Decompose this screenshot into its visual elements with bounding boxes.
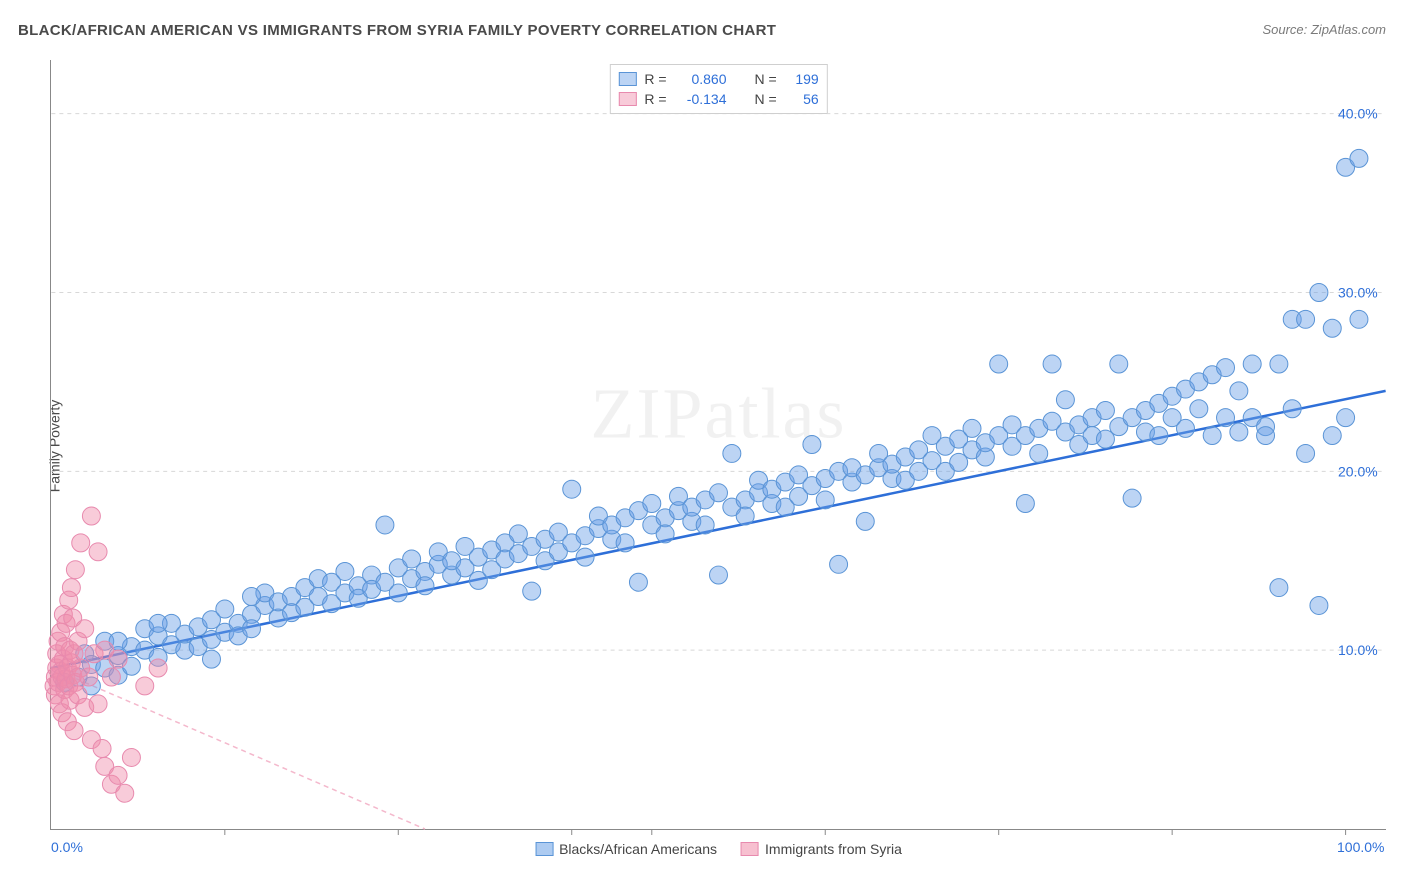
n-value: 56 [785, 91, 819, 107]
legend-swatch [741, 842, 759, 856]
chart-plot-area: ZIPatlas 10.0%20.0%30.0%40.0% R = 0.860 … [50, 60, 1386, 830]
svg-text:40.0%: 40.0% [1338, 106, 1378, 122]
chart-title: BLACK/AFRICAN AMERICAN VS IMMIGRANTS FRO… [18, 22, 776, 39]
legend-swatch [618, 92, 636, 106]
legend-swatch [618, 72, 636, 86]
r-value: -0.134 [675, 91, 727, 107]
legend-series-item: Blacks/African Americans [535, 841, 717, 857]
n-label: N = [755, 91, 777, 107]
r-value: 0.860 [675, 71, 727, 87]
r-label: R = [644, 91, 666, 107]
legend-series-label: Blacks/African Americans [559, 841, 717, 857]
r-label: R = [644, 71, 666, 87]
legend-series-item: Immigrants from Syria [741, 841, 902, 857]
legend-correlation-row: R = -0.134 N = 56 [618, 89, 818, 109]
svg-text:20.0%: 20.0% [1338, 463, 1378, 479]
n-value: 199 [785, 71, 819, 87]
legend-correlation-row: R = 0.860 N = 199 [618, 69, 818, 89]
scatter-plot-svg: 10.0% 20.0% 30.0% 40.0% [51, 60, 1386, 829]
legend-series-label: Immigrants from Syria [765, 841, 902, 857]
x-tick-label: 0.0% [51, 839, 83, 855]
svg-text:30.0%: 30.0% [1338, 284, 1378, 300]
svg-text:10.0%: 10.0% [1338, 642, 1378, 658]
source-attribution: Source: ZipAtlas.com [1262, 22, 1386, 37]
x-tick-label: 100.0% [1337, 839, 1384, 855]
series-legend: Blacks/African Americans Immigrants from … [535, 841, 902, 857]
correlation-legend: R = 0.860 N = 199 R = -0.134 N = 56 [609, 64, 827, 114]
n-label: N = [755, 71, 777, 87]
legend-swatch [535, 842, 553, 856]
